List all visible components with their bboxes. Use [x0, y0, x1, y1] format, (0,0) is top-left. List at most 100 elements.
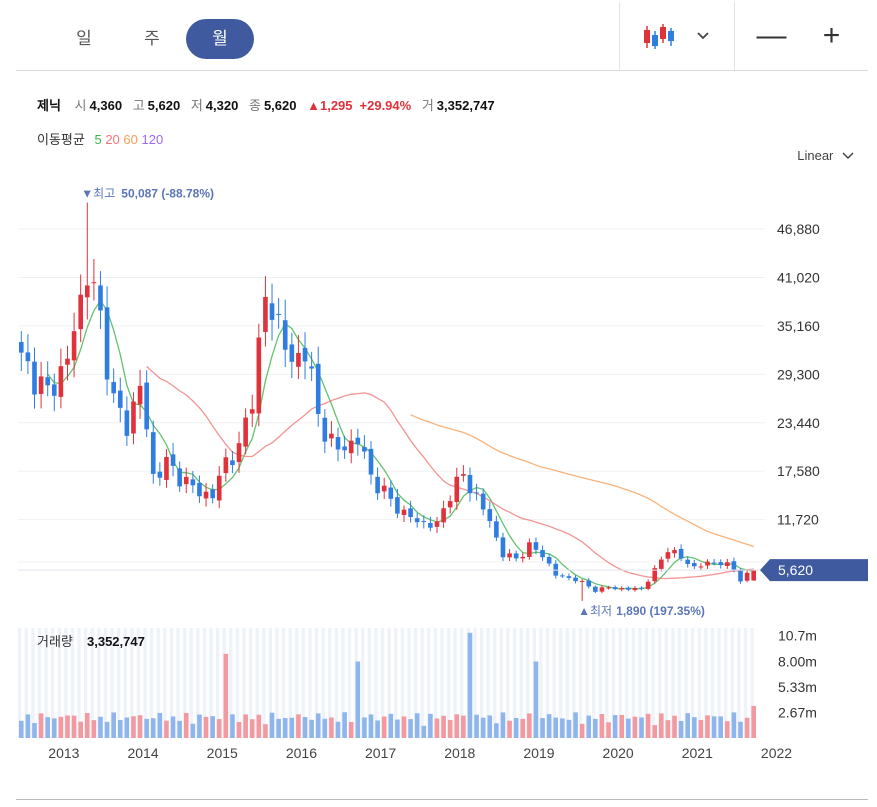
- candle-body: [263, 296, 268, 332]
- candle-body: [137, 385, 143, 405]
- candle-body: [692, 563, 697, 567]
- candle-body: [480, 493, 486, 510]
- candle-body: [454, 476, 460, 502]
- chart-type-selector[interactable]: [619, 2, 734, 70]
- zoom-in-button[interactable]: +: [822, 19, 841, 52]
- tab-monthly[interactable]: 월: [186, 19, 254, 59]
- ma-20-line: [146, 365, 754, 580]
- volume-bar: [474, 714, 479, 738]
- candle: [309, 351, 314, 382]
- volume-bar: [546, 714, 552, 738]
- candle: [626, 586, 631, 592]
- volume-bar: [665, 720, 671, 738]
- candle: [408, 500, 413, 523]
- candle-body: [500, 537, 506, 558]
- ma-120-label: 120: [141, 132, 164, 147]
- candle: [98, 271, 103, 330]
- volume-label: 거: [421, 98, 434, 113]
- candle: [401, 505, 407, 522]
- volume-background-stripe: [196, 628, 200, 738]
- candle-body: [474, 492, 479, 494]
- candle-body: [461, 474, 466, 476]
- scale-label: Linear: [797, 148, 834, 163]
- candle: [414, 512, 420, 528]
- candle-body: [738, 570, 743, 582]
- candle-body: [51, 384, 57, 396]
- candle-body: [632, 588, 638, 591]
- volume-bar: [454, 714, 460, 738]
- volume-background-stripe: [37, 628, 42, 738]
- candle-body: [593, 586, 598, 592]
- candle: [487, 501, 493, 528]
- volume-bar: [751, 705, 757, 738]
- candle: [724, 558, 730, 569]
- volume-bar: [216, 719, 222, 738]
- volume-bar: [45, 717, 51, 738]
- candle: [500, 532, 506, 562]
- candle-body: [507, 553, 512, 558]
- volume-background-stripe: [202, 628, 207, 738]
- candle-body: [606, 587, 611, 589]
- scale-selector[interactable]: Linear: [797, 148, 855, 163]
- candle-body: [428, 522, 433, 528]
- volume-background-stripe: [473, 628, 477, 738]
- y-tick-label: 29,300: [777, 366, 820, 382]
- volume-bar: [84, 713, 90, 738]
- candle-body: [520, 556, 526, 559]
- volume-background-stripe: [268, 628, 273, 738]
- candle-body: [296, 352, 301, 367]
- candle-body: [672, 550, 677, 554]
- candle: [256, 323, 262, 427]
- candle-body: [626, 587, 631, 590]
- volume-bar: [362, 717, 367, 738]
- volume-bar: [645, 713, 651, 738]
- tab-daily[interactable]: 일: [76, 29, 92, 48]
- tab-weekly[interactable]: 주: [144, 29, 160, 48]
- volume-background-stripe: [493, 628, 497, 738]
- candle: [269, 283, 275, 341]
- volume-bar: [368, 714, 374, 738]
- candle: [454, 467, 460, 510]
- candle: [124, 396, 130, 446]
- candle-body: [434, 521, 440, 527]
- volume-bar: [527, 713, 532, 738]
- volume-background-stripe: [598, 628, 602, 738]
- candle: [45, 361, 51, 397]
- volume-background-stripe: [446, 628, 451, 738]
- candle-body: [98, 285, 103, 311]
- candle: [395, 488, 400, 518]
- candle: [84, 202, 90, 320]
- candle-body: [447, 501, 453, 508]
- volume-background-stripe: [618, 628, 622, 738]
- volume-background-stripe: [704, 628, 708, 738]
- volume-background-stripe: [559, 628, 563, 738]
- candles: [18, 202, 757, 601]
- candle-body: [573, 577, 578, 582]
- candle: [197, 475, 202, 503]
- candle: [718, 559, 724, 569]
- volume-background-stripe: [361, 628, 365, 738]
- candle: [329, 420, 334, 447]
- low-marker-value: 1,890 (197.35%): [616, 604, 705, 618]
- volume-background-stripe: [717, 628, 721, 738]
- candle: [335, 427, 341, 462]
- volume-background-stripe: [420, 628, 424, 738]
- candle: [685, 556, 691, 568]
- zoom-out-button[interactable]: —: [756, 19, 787, 52]
- volume-bar: [137, 715, 143, 738]
- volume-value: 3,352,747: [436, 98, 495, 113]
- y-tick-label: 11,720: [777, 512, 819, 528]
- ma-label: 이동평균: [37, 132, 85, 147]
- change-value: ▲1,295: [307, 98, 353, 113]
- candle: [117, 377, 123, 423]
- volume-bar: [38, 713, 44, 738]
- candle: [672, 547, 677, 558]
- candle-body: [84, 285, 90, 298]
- volume-background-stripe: [730, 628, 734, 738]
- candle-body: [441, 508, 446, 523]
- candle-body: [269, 303, 275, 320]
- volume-background-stripe: [407, 628, 411, 738]
- current-price-tag: [760, 559, 868, 582]
- candle-body: [579, 580, 585, 582]
